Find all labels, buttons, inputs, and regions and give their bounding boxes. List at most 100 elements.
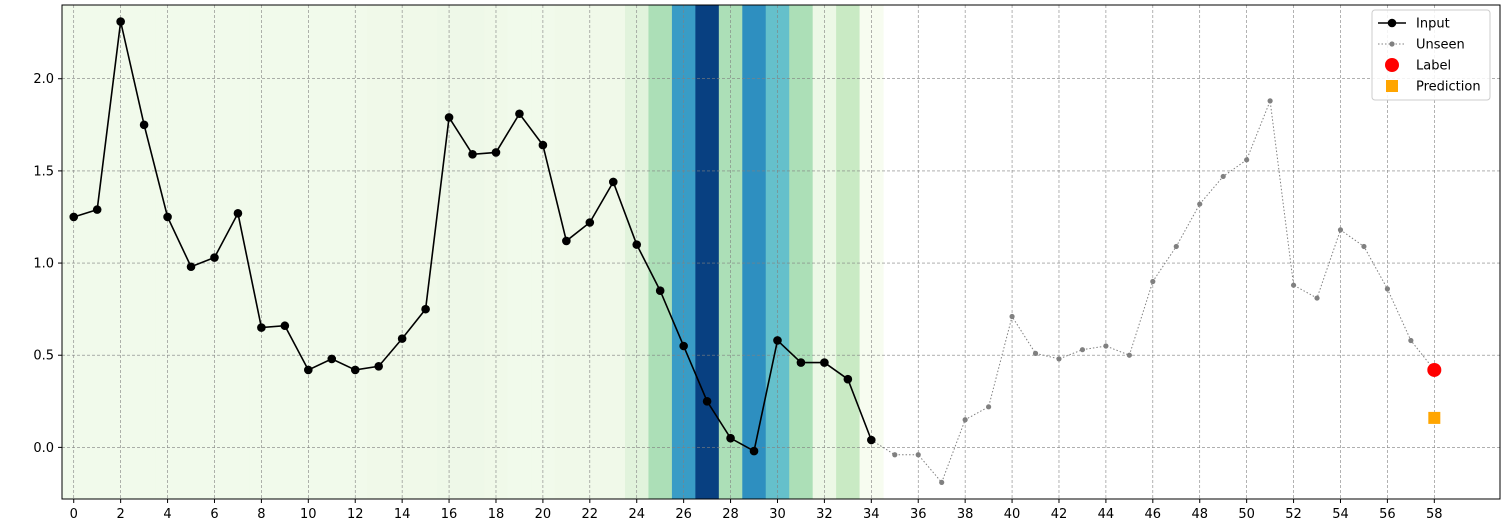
input-point: [773, 336, 782, 345]
input-point: [327, 354, 337, 364]
x-axis-ticks: 0 2 4 6 8 10 12 14 16 18 20 22 24 26 28 30 32 34 36 38 40 42 4…: [70, 499, 1443, 522]
x-tick-label: 28: [722, 507, 739, 522]
input-point: [867, 435, 876, 445]
legend: Input Unseen Label Prediction: [1371, 9, 1491, 101]
attention-band: [789, 5, 814, 499]
x-tick-label: 24: [628, 507, 645, 522]
x-tick-label: 50: [1238, 507, 1255, 522]
attention-band: [320, 5, 345, 499]
input-point: [210, 253, 219, 262]
unseen-point: [986, 404, 992, 410]
y-tick-label: 1.5: [33, 164, 54, 179]
attention-band: [625, 5, 650, 499]
unseen-point: [1220, 173, 1226, 180]
unseen-point: [1079, 347, 1086, 353]
y-tick-label: 0.5: [33, 349, 54, 364]
x-tick-label: 12: [347, 507, 364, 522]
x-tick-label: 46: [1145, 507, 1162, 522]
legend-handle-marker: [1385, 58, 1399, 72]
x-tick-label: 38: [957, 507, 974, 522]
input-point: [491, 148, 501, 157]
x-tick-label: 48: [1191, 507, 1208, 522]
unseen-point: [1267, 98, 1273, 104]
legend-label: Input: [1416, 17, 1450, 32]
unseen-point: [1197, 201, 1203, 207]
x-tick-label: 18: [488, 507, 505, 522]
input-point: [257, 323, 266, 332]
input-point: [632, 240, 642, 249]
input-point: [749, 446, 759, 456]
attention-band: [531, 5, 556, 499]
input-point: [304, 365, 313, 375]
x-tick-label: 6: [210, 507, 218, 522]
y-tick-label: 0.0: [33, 441, 54, 456]
x-tick-label: 14: [394, 507, 411, 522]
grid-lines: [62, 5, 1500, 499]
legend-label: Label: [1416, 59, 1451, 74]
unseen-point: [1009, 313, 1015, 320]
x-tick-label: 10: [300, 507, 317, 522]
x-tick-label: 58: [1426, 507, 1443, 522]
y-tick-label: 2.0: [33, 72, 54, 87]
label-prediction-points: [1427, 362, 1442, 424]
unseen-point: [1384, 286, 1390, 292]
attention-band: [390, 5, 415, 499]
plot-frame: [61, 4, 1501, 500]
x-tick-label: 42: [1051, 507, 1068, 522]
attention-band: [273, 5, 298, 499]
input-point: [116, 17, 125, 26]
input-point: [92, 205, 102, 214]
label-point: [1427, 362, 1442, 377]
input-point: [468, 150, 477, 159]
legend-handle-marker: [1389, 41, 1395, 47]
input-point: [280, 321, 290, 331]
attention-band: [62, 5, 87, 499]
x-tick-label: 0: [70, 507, 78, 522]
x-tick-label: 4: [163, 507, 171, 522]
unseen-point: [1244, 157, 1250, 163]
unseen-point: [892, 452, 898, 458]
x-tick-label: 26: [675, 507, 692, 522]
x-tick-label: 34: [863, 507, 880, 522]
x-tick-label: 36: [910, 507, 927, 522]
series-input: [69, 17, 876, 456]
x-tick-label: 16: [441, 507, 458, 522]
x-tick-label: 56: [1379, 507, 1396, 522]
input-point: [397, 334, 407, 343]
unseen-point: [1314, 295, 1320, 301]
attention-band: [296, 5, 321, 499]
attention-band: [507, 5, 532, 499]
x-tick-label: 22: [582, 507, 599, 522]
unseen-point: [1361, 243, 1367, 250]
input-point: [796, 358, 806, 367]
y-axis-ticks: 0.0 0.5 1.0 1.5 2.0: [33, 72, 62, 456]
x-tick-label: 44: [1098, 507, 1115, 522]
input-point: [186, 262, 196, 272]
unseen-point: [1408, 337, 1414, 344]
legend-label: Prediction: [1416, 80, 1481, 95]
x-tick-label: 54: [1332, 507, 1349, 522]
input-point: [843, 374, 853, 384]
x-tick-label: 20: [535, 507, 552, 522]
attention-band: [366, 5, 392, 499]
attention-band: [460, 5, 485, 499]
input-point: [163, 212, 172, 222]
prediction-point: [1428, 411, 1441, 424]
input-point: [374, 361, 383, 371]
unseen-point: [1173, 243, 1179, 250]
input-point: [444, 113, 454, 122]
x-tick-label: 30: [769, 507, 786, 522]
x-tick-label: 2: [117, 507, 125, 522]
input-point: [69, 212, 79, 222]
input-point: [350, 365, 360, 375]
input-point: [421, 304, 430, 314]
input-point: [702, 397, 712, 406]
series-unseen: [871, 98, 1437, 486]
attention-band: [132, 5, 157, 499]
attention-band: [718, 5, 743, 499]
attention-band: [601, 5, 626, 499]
input-point: [608, 177, 618, 187]
unseen-point: [939, 479, 945, 486]
unseen-point: [1056, 356, 1062, 362]
